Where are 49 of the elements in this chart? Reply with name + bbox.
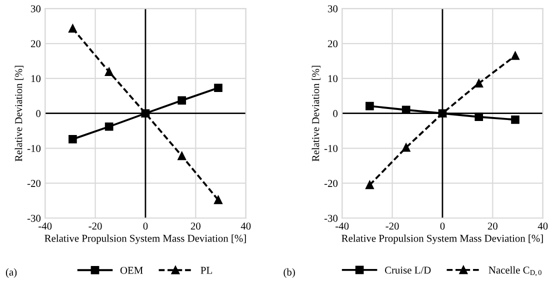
point	[366, 180, 374, 190]
text: (b)	[284, 268, 295, 278]
y-tick-label: 0	[36, 110, 41, 118]
point	[214, 84, 222, 92]
point	[511, 115, 520, 124]
y-tick-label: 20	[328, 40, 338, 48]
x-tick-label: -40	[336, 222, 349, 230]
point	[474, 79, 484, 88]
y-tick-label: -20	[324, 180, 338, 187]
point	[68, 24, 77, 33]
point	[366, 102, 374, 110]
y-tick-label: -10	[27, 144, 41, 152]
y-tick-label: 30	[328, 5, 338, 12]
y-axis-title: Relative Deviation [%]	[14, 66, 24, 162]
point	[402, 143, 410, 152]
x-tick-label: 40	[538, 222, 548, 230]
x-tick-label: 20	[488, 222, 498, 230]
point	[214, 196, 222, 204]
point	[178, 96, 186, 105]
legend-label: Nacelle C$_{D,0}$	[488, 266, 542, 276]
point	[104, 122, 114, 131]
point	[68, 135, 77, 144]
y-tick-label: 30	[31, 5, 41, 12]
x-axis-title: Relative Propulsion System Mass Deviation [%]	[44, 234, 246, 244]
x-axis-title: Relative Propulsion System Mass Deviation [%]	[342, 234, 543, 244]
x-tick-label: -20	[386, 222, 399, 230]
y-tick-label: 10	[31, 75, 41, 82]
legend-label: PL	[200, 266, 212, 274]
y-axis-title: Relative Deviation [%]	[312, 66, 320, 162]
x-tick-label: -40	[38, 222, 52, 230]
y-tick-label: -30	[27, 214, 41, 222]
x-tick-label: -20	[88, 222, 102, 230]
x-tick-label: 0	[440, 222, 445, 230]
point	[511, 52, 520, 60]
legend-label: OEM	[120, 266, 143, 274]
legend-label: Cruise L/D	[384, 266, 431, 274]
y-tick-label: -10	[324, 144, 338, 152]
point	[474, 112, 484, 122]
point	[178, 152, 186, 160]
y-tick-label: -20	[27, 180, 41, 187]
y-tick-label: -30	[324, 214, 338, 222]
y-tick-label: 10	[328, 75, 338, 82]
x-tick-label: 20	[190, 222, 200, 230]
point	[104, 68, 114, 76]
x-tick-label: 0	[143, 222, 148, 230]
y-tick-label: 20	[30, 40, 41, 48]
text: (a)	[6, 268, 17, 278]
x-tick-label: 40	[240, 222, 251, 230]
y-tick-label: 0	[333, 110, 338, 118]
